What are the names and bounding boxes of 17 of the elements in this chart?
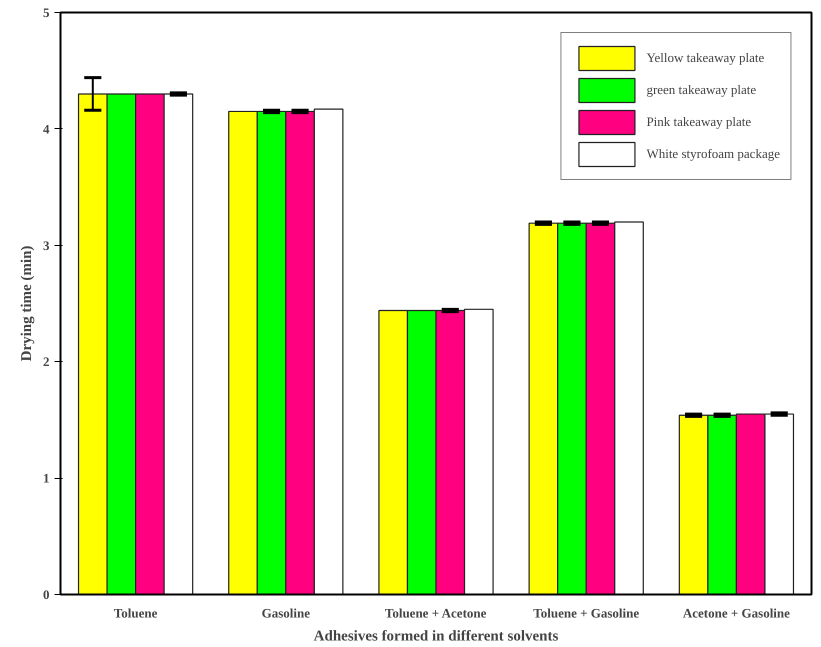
x-tick-label: Toluene + Gasoline [533, 606, 640, 620]
legend-label: green takeaway plate [646, 82, 756, 98]
x-tick-label: Toluene + Acetone [384, 606, 487, 620]
y-tick-label: 5 [43, 5, 50, 20]
y-tick-label: 1 [43, 470, 50, 486]
y-tick-label: 2 [43, 354, 50, 370]
x-axis-title: Adhesives formed in different solvents [314, 628, 559, 644]
legend-label: Pink takeaway plate [646, 114, 752, 130]
y-tick-label: 3 [43, 238, 50, 253]
x-tick-label: Toluene [114, 606, 158, 620]
y-tick-label: 0 [43, 587, 50, 602]
y-axis-title: Drying time (min) [19, 246, 35, 362]
x-tick-label: Gasoline [262, 606, 310, 620]
legend-label: Yellow takeaway plate [646, 50, 764, 66]
y-tick-label: 4 [43, 121, 50, 136]
legend-label: White styrofoam package [646, 146, 780, 162]
x-tick-label: Acetone + Gasoline [682, 606, 790, 620]
